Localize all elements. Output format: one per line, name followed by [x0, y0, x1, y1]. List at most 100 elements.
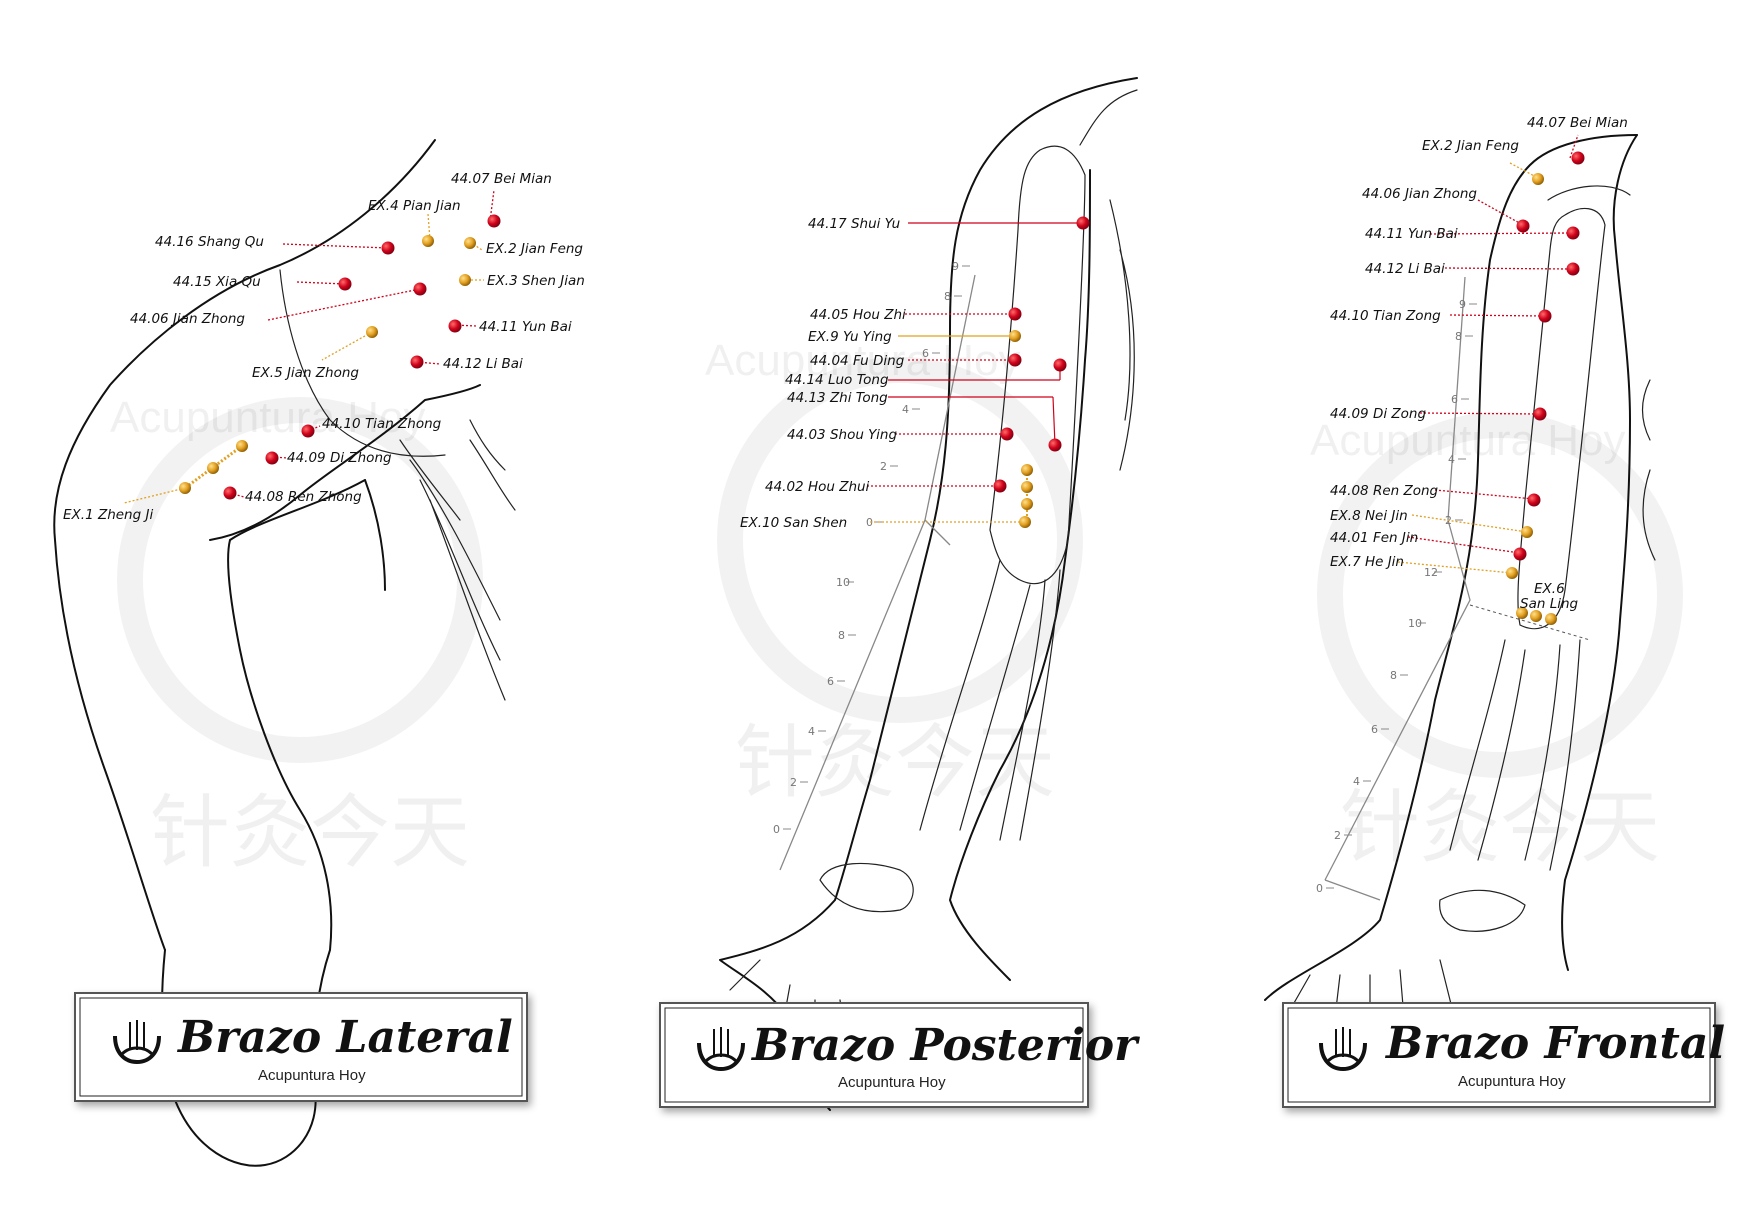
- logo-icon: [113, 1020, 161, 1065]
- acupoint-label: 44.09 Di Zong: [1330, 406, 1426, 422]
- extra-point-marker: [1516, 607, 1528, 619]
- scale-tick-label: 0: [866, 516, 873, 529]
- panel-lateral: 44.07 Bei Mian EX.4 Pian Jian 44.16 Shang …: [53, 139, 585, 1167]
- scale-posterior: 9 8 6 4 2 0 10 8 6 4 2 0: [773, 260, 970, 836]
- panel-title: Brazo Posterior: [750, 1020, 1140, 1071]
- scale-tick-label: 4: [1448, 453, 1455, 466]
- acupoint-label: 44.06 Jian Zhong: [130, 311, 245, 327]
- scale-tick-label: 10: [1408, 617, 1422, 630]
- acupoint-label: EX.8 Nei Jin: [1330, 508, 1408, 524]
- extra-point-marker: [459, 274, 471, 286]
- acupoint-label: 44.10 Tian Zong: [1330, 308, 1441, 324]
- title-box-lateral: Brazo Lateral Acupuntura Hoy: [74, 992, 528, 1102]
- acupoint-marker: [1053, 358, 1067, 372]
- acupoint-label: 44.01 Fen Jin: [1330, 530, 1418, 546]
- acupoint-marker: [993, 479, 1007, 493]
- acupoint-label: EX.10 San Shen: [740, 515, 847, 531]
- logo-icon: [1319, 1027, 1367, 1072]
- acupoint-label: EX.7 He Jin: [1330, 554, 1404, 570]
- watermark-posterior: Acupuntura Hoy 针灸今天: [705, 336, 1083, 809]
- extra-point-marker: [1532, 173, 1544, 185]
- acupoint-label: 44.11 Yun Bai: [479, 319, 572, 335]
- acupoint-marker: [265, 451, 279, 465]
- acupoint-marker: [1533, 407, 1547, 421]
- scale-tick-label: 6: [1451, 393, 1458, 406]
- acupoint-label: 44.17 Shui Yu: [808, 216, 900, 232]
- points-frontal: [1506, 151, 1585, 625]
- acupoint-marker: [1008, 353, 1022, 367]
- extra-point-marker: [1009, 330, 1021, 342]
- acupoint-label: 44.08 Ren Zhong: [245, 489, 362, 505]
- watermark-text: Acupuntura Hoy: [705, 336, 1021, 385]
- points-lateral: [179, 214, 501, 500]
- acupoint-marker: [1516, 219, 1530, 233]
- acupoint-marker: [223, 486, 237, 500]
- panel-subtitle: Acupuntura Hoy: [258, 1067, 366, 1084]
- logo-icon: [697, 1027, 745, 1072]
- extra-point-marker: [236, 440, 248, 452]
- acupoint-label: EX.3 Shen Jian: [487, 273, 585, 289]
- leaders-posterior: [867, 222, 1083, 523]
- panel-posterior: 9 8 6 4 2 0 10 8 6 4 2 0 44.17 Shui Yu 44.05 Hou Zhi…: [719, 77, 1138, 1111]
- labels-lateral: 44.07 Bei Mian EX.4 Pian Jian 44.16 Shang …: [63, 171, 585, 523]
- acupoint-marker: [1527, 493, 1541, 507]
- acupoint-label: EX.4 Pian Jian: [368, 198, 461, 214]
- extra-point-marker: [1021, 498, 1033, 510]
- acupoint-label: 44.12 Li Bai: [1365, 261, 1445, 277]
- watermark-chinese: 针灸今天: [1340, 781, 1660, 874]
- leaders-lateral: [123, 189, 495, 504]
- extra-point-marker: [1545, 613, 1557, 625]
- arm-outline-posterior: [719, 77, 1138, 1111]
- scale-tick-label: 4: [902, 403, 909, 416]
- scale-tick-label: 0: [773, 823, 780, 836]
- acupoint-marker: [381, 241, 395, 255]
- acupoint-marker: [1008, 307, 1022, 321]
- scale-tick-label: 2: [880, 460, 887, 473]
- extra-point-marker: [1021, 481, 1033, 493]
- panel-subtitle: Acupuntura Hoy: [1458, 1073, 1566, 1090]
- acupoint-marker: [1513, 547, 1527, 561]
- extra-point-marker: [207, 462, 219, 474]
- watermark-lateral: Acupuntura Hoy 针灸今天: [110, 393, 483, 879]
- acupoint-label: 44.04 Fu Ding: [810, 353, 905, 369]
- extra-point-marker: [179, 482, 191, 494]
- elbow-crease-frontal: [1469, 604, 1591, 641]
- scale-tick-label: 0: [1316, 882, 1323, 895]
- acupoint-marker: [487, 214, 501, 228]
- extra-point-marker: [1530, 610, 1542, 622]
- acupoint-label: 44.13 Zhi Tong: [787, 390, 888, 406]
- acupoint-marker: [1566, 262, 1580, 276]
- ruler-posterior: [779, 274, 976, 871]
- scale-tick-label: 2: [1334, 829, 1341, 842]
- panel-title: Brazo Frontal: [1384, 1018, 1725, 1069]
- extra-point-marker: [1521, 526, 1533, 538]
- watermark-text: Acupuntura Hoy: [110, 393, 426, 442]
- scale-tick-label: 10: [836, 576, 850, 589]
- labels-frontal: 44.07 Bei Mian EX.2 Jian Feng 44.06 Jian Z…: [1330, 115, 1628, 612]
- acupoint-marker: [448, 319, 462, 333]
- acupoint-label: EX.6: [1534, 581, 1565, 597]
- acupoint-marker: [1566, 226, 1580, 240]
- points-posterior: [993, 216, 1090, 528]
- title-box-frontal: Brazo Frontal Acupuntura Hoy: [1282, 1002, 1725, 1108]
- acupoint-label: 44.08 Ren Zong: [1330, 483, 1439, 499]
- extra-point-marker: [1021, 464, 1033, 476]
- acupoint-marker: [1571, 151, 1585, 165]
- acupoint-label: 44.07 Bei Mian: [451, 171, 552, 187]
- acupoint-label: 44.11 Yun Bai: [1365, 226, 1458, 242]
- watermark-chinese: 针灸今天: [150, 786, 470, 879]
- acupoint-marker: [338, 277, 352, 291]
- acupoint-label: EX.2 Jian Feng: [486, 241, 583, 257]
- scale-tick-label: 8: [944, 290, 951, 303]
- acupoint-marker: [410, 355, 424, 369]
- scale-tick-label: 8: [1390, 669, 1397, 682]
- acupoint-label: 44.03 Shou Ying: [787, 427, 897, 443]
- acupoint-marker: [1048, 438, 1062, 452]
- scale-tick-label: 4: [1353, 775, 1360, 788]
- watermark-frontal: Acupuntura Hoy 针灸今天: [1310, 412, 1683, 874]
- acupoint-label: 44.02 Hou Zhui: [765, 479, 870, 495]
- extra-point-marker: [422, 235, 434, 247]
- acupoint-label: EX.1 Zheng Ji: [63, 507, 153, 523]
